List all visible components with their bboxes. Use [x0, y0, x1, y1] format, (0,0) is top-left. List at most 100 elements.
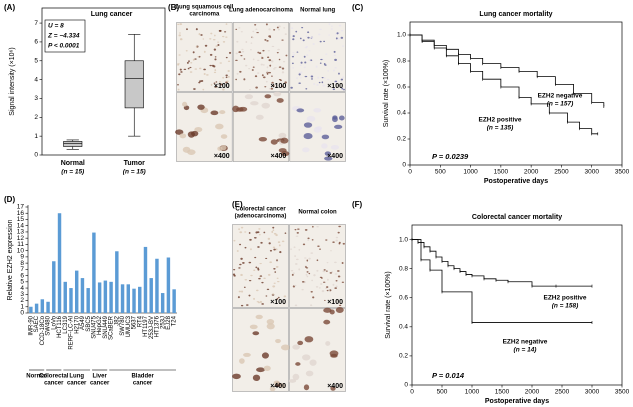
x-tick-label: SAEC — [34, 315, 40, 332]
cell-nucleus — [323, 40, 326, 43]
cell-nucleus — [322, 281, 326, 283]
cell-nucleus — [212, 38, 216, 41]
cell-nucleus — [219, 30, 222, 32]
bar — [63, 281, 67, 313]
series-n: (n = 135) — [487, 125, 514, 132]
cell-nucleus — [294, 263, 298, 265]
cell-nucleus — [326, 286, 329, 289]
cell-nucleus — [240, 304, 244, 307]
cell-nucleus — [197, 56, 200, 58]
cell-nucleus — [272, 229, 275, 231]
y-tick-label: 1 — [20, 303, 24, 310]
plot-frame — [409, 21, 623, 166]
cell-nucleus — [296, 77, 299, 80]
cell-nucleus — [178, 73, 181, 76]
cell-nucleus — [256, 31, 259, 34]
bar — [138, 286, 142, 313]
series-n: (n = 157) — [547, 101, 574, 108]
cell-nucleus — [213, 48, 217, 51]
cell-nucleus — [249, 238, 252, 241]
cell-nucleus — [177, 84, 179, 86]
cell-nucleus — [182, 101, 188, 107]
survival-curve — [410, 34, 605, 107]
y-tick-label: 12 — [17, 235, 25, 242]
cell-nucleus — [293, 246, 296, 249]
cell-nucleus — [298, 82, 301, 85]
y-tick-label: 1.0 — [399, 236, 408, 243]
y-tick-label: 10 — [17, 247, 25, 254]
cell-nucleus — [252, 30, 255, 33]
bar — [166, 257, 171, 313]
cell-nucleus — [225, 76, 228, 79]
cell-nucleus — [227, 86, 229, 88]
cell-nucleus — [199, 80, 202, 83]
cell-nucleus — [338, 304, 342, 307]
cell-nucleus — [235, 52, 238, 55]
cell-nucleus — [294, 304, 298, 307]
cell-nucleus — [330, 353, 338, 358]
cell-nucleus — [228, 51, 232, 54]
cell-nucleus — [240, 273, 243, 277]
cell-nucleus — [325, 270, 328, 272]
magnification: ×400 — [327, 383, 343, 390]
x-tick-label: 3000 — [585, 389, 600, 396]
cell-nucleus — [250, 101, 259, 106]
cell-nucleus — [308, 49, 311, 52]
y-axis-label: Relative EZH2 expression — [7, 219, 14, 300]
cell-nucleus — [332, 69, 335, 72]
cell-nucleus — [341, 87, 344, 90]
cell-nucleus — [261, 303, 264, 305]
cell-nucleus — [312, 43, 315, 45]
panel-label: (A) — [4, 3, 15, 12]
cell-nucleus — [306, 275, 309, 278]
cell-nucleus — [304, 257, 307, 259]
cell-nucleus — [320, 283, 323, 286]
cell-nucleus — [341, 261, 344, 265]
cell-nucleus — [259, 300, 263, 304]
cell-nucleus — [180, 71, 183, 73]
magnification: ×100 — [327, 299, 343, 306]
y-tick-label: 3 — [20, 291, 24, 298]
cell-nucleus — [284, 33, 287, 36]
cell-nucleus — [238, 228, 240, 231]
cell-nucleus — [254, 256, 257, 259]
cell-nucleus — [237, 296, 240, 299]
cell-nucleus — [257, 72, 260, 74]
y-tick-label: 3 — [34, 95, 38, 102]
n-label: (n = 15) — [123, 169, 146, 176]
cell-nucleus — [200, 34, 203, 36]
bar — [52, 261, 56, 313]
cell-nucleus — [268, 28, 271, 31]
cell-nucleus — [183, 68, 187, 71]
cell-nucleus — [238, 106, 248, 112]
cell-nucleus — [261, 74, 264, 77]
cell-nucleus — [186, 61, 189, 64]
bar — [143, 246, 148, 313]
cell-nucleus — [326, 278, 329, 281]
series-n: (n = 158) — [552, 303, 579, 310]
cell-nucleus — [319, 248, 321, 250]
cell-nucleus — [277, 241, 281, 244]
cell-nucleus — [281, 67, 285, 70]
cell-nucleus — [213, 71, 217, 74]
cell-nucleus — [291, 27, 294, 30]
cell-nucleus — [310, 36, 314, 39]
cell-nucleus — [337, 231, 340, 234]
cell-nucleus — [308, 257, 311, 260]
cell-nucleus — [187, 67, 190, 70]
cell-nucleus — [323, 269, 326, 271]
cell-nucleus — [195, 45, 198, 48]
cell-nucleus — [308, 59, 311, 61]
cell-nucleus — [217, 43, 220, 47]
annotation: P < 0.0001 — [48, 43, 80, 50]
cell-nucleus — [284, 232, 287, 234]
p-value: P = 0.0239 — [432, 152, 469, 161]
cell-nucleus — [266, 66, 269, 69]
cell-nucleus — [278, 66, 282, 68]
magnification: ×100 — [327, 83, 343, 90]
cell-nucleus — [227, 69, 230, 72]
cell-nucleus — [239, 243, 242, 246]
cell-nucleus — [337, 275, 341, 278]
cell-nucleus — [260, 55, 263, 58]
cell-nucleus — [236, 72, 239, 75]
